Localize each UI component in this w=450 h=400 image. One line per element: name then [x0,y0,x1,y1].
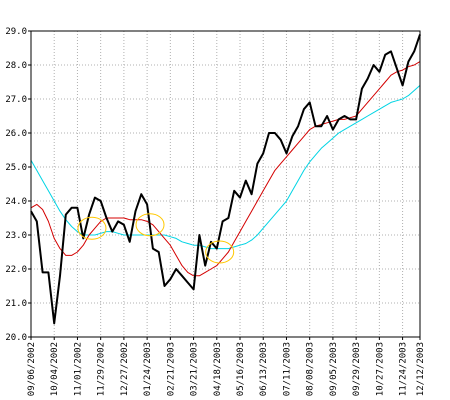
x-tick-label: 04/18/2003 [213,342,223,396]
grid-lines [31,31,420,337]
series-long-moving-average [30,85,421,250]
x-tick-label: 02/21/2003 [166,342,176,396]
x-tick-label: 11/29/2002 [97,342,107,396]
series-line-price [30,34,421,325]
x-tick-label: 01/24/2003 [143,342,153,396]
x-tick-label: 09/05/2003 [329,342,339,396]
x-tick-label: 08/08/2003 [306,342,316,396]
y-tick-label: 23.0 [5,231,27,241]
series-price [30,34,421,325]
x-tick-label: 03/21/2003 [190,342,200,396]
x-tick-label: 11/01/2002 [73,342,83,396]
x-tick-label: 06/13/2003 [259,342,269,396]
x-tick-label: 12/27/2002 [120,342,130,396]
x-axis-labels: 09/06/2002 10/04/2002 11/01/2002 11/29/2002… [27,342,426,396]
x-tick-label: 11/24/2003 [399,342,409,396]
x-tick-label: 05/16/2003 [236,342,246,396]
highlight-circle [77,216,107,240]
y-tick-label: 20.0 [5,333,27,343]
x-tick-label: 12/12/2003 [416,342,426,396]
x-tick-label: 07/11/2003 [282,342,292,396]
y-tick-label: 21.0 [5,299,27,309]
y-tick-label: 29.0 [5,27,27,37]
plot-frame [28,30,421,340]
highlight-circle [205,240,235,264]
y-tick-label: 22.0 [5,265,27,275]
series-line-short-ma [30,61,421,277]
y-tick-label: 28.0 [5,61,27,71]
plot-border [30,30,421,338]
y-tick-label: 26.0 [5,129,27,139]
x-tick-label: 10/04/2002 [50,342,60,396]
y-axis-labels: 20.0 21.0 22.0 23.0 24.0 25.0 26.0 27.0 28.0 29.0 [5,27,27,343]
y-tick-label: 24.0 [5,197,27,207]
x-tick-label: 09/29/2003 [352,342,362,396]
highlight-circles [77,213,235,264]
y-tick-label: 27.0 [5,95,27,105]
x-tick-label: 10/27/2003 [375,342,385,396]
x-tick-label: 09/06/2002 [27,342,37,396]
y-tick-label: 25.0 [5,163,27,173]
series-short-moving-average [30,61,421,277]
series-line-long-ma [30,85,421,250]
highlight-circle [135,213,165,237]
